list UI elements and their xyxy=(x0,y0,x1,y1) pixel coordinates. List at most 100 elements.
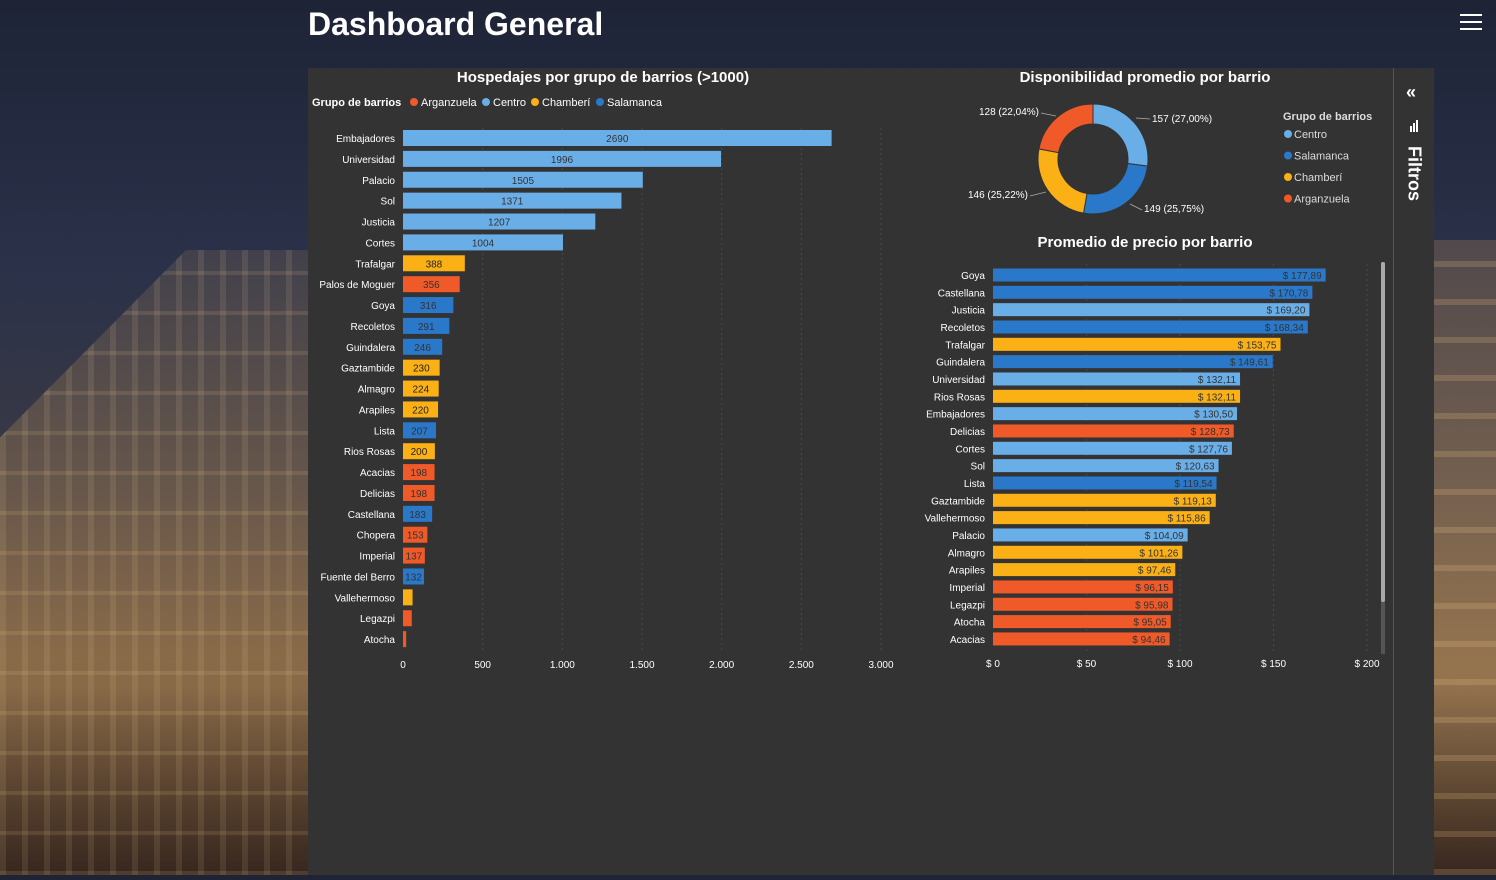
donut-slice[interactable] xyxy=(1092,103,1149,167)
charts-canvas: Hospedajes por grupo de barrios (>1000) … xyxy=(312,69,1385,671)
bar1-bar[interactable] xyxy=(403,631,407,648)
donut-legend-item[interactable]: Centro xyxy=(1294,129,1327,141)
bar1-bar[interactable] xyxy=(403,130,832,146)
bar2-category-label: Arapiles xyxy=(949,566,985,577)
bar1-bar[interactable] xyxy=(403,484,435,501)
bar2-bar[interactable] xyxy=(993,476,1217,490)
bar1-bar[interactable] xyxy=(403,297,454,314)
bar2-bar[interactable] xyxy=(993,528,1188,542)
bar2-category-label: Gaztambide xyxy=(931,496,985,507)
bar2-bar[interactable] xyxy=(993,337,1281,351)
bar2-category-label: Legazpi xyxy=(950,600,985,611)
bar2-bar[interactable] xyxy=(993,389,1241,403)
bar2-bar[interactable] xyxy=(993,632,1170,646)
bar2-bar[interactable] xyxy=(993,285,1313,299)
bar2-bar[interactable] xyxy=(993,563,1176,577)
bar2-category-label: Recoletos xyxy=(941,323,985,334)
donut-title: Disponibilidad promedio por barrio xyxy=(1020,69,1271,86)
bar2-scrollbar-thumb[interactable] xyxy=(1381,262,1385,602)
bar2-bar[interactable] xyxy=(993,597,1173,611)
bar1-category-label: Vallehermoso xyxy=(335,593,396,604)
donut-data-label: 149 (25,75%) xyxy=(1144,204,1204,215)
bar1-bar[interactable] xyxy=(403,255,465,272)
bar2-data-label: $ 101,26 xyxy=(1139,548,1178,559)
bar2-bar[interactable] xyxy=(993,493,1216,507)
bar2-bar[interactable] xyxy=(993,424,1234,438)
collapse-chevron-icon[interactable]: « xyxy=(1406,82,1417,102)
bar2-bar[interactable] xyxy=(993,441,1232,455)
bar1-bar[interactable] xyxy=(403,234,563,251)
bar2-data-label: $ 97,46 xyxy=(1138,566,1172,577)
bar2-bar[interactable] xyxy=(993,320,1308,334)
bar1-bar[interactable] xyxy=(403,171,643,188)
bar1-category-label: Recoletos xyxy=(351,322,395,333)
hamburger-menu-icon[interactable] xyxy=(1460,14,1482,32)
bar2-category-label: Atocha xyxy=(954,618,986,629)
donut-slice[interactable] xyxy=(1038,103,1094,154)
filters-toggle[interactable]: Filtros xyxy=(1404,146,1425,202)
bar1-bar[interactable] xyxy=(403,380,439,397)
bar1-bar[interactable] xyxy=(403,547,425,564)
bar1-grid: 0 500 1.000 1.500 2.000 2.500 3.000 xyxy=(400,128,894,671)
bar2-data-label: $ 132,11 xyxy=(1198,392,1237,403)
bar2-bar[interactable] xyxy=(993,511,1210,525)
bar1-category-label: Sol xyxy=(381,197,395,208)
bar1-bar[interactable] xyxy=(403,443,435,460)
bar1-bar[interactable] xyxy=(403,505,433,522)
bar1-legend-item[interactable]: Centro xyxy=(493,97,526,109)
bar1-category-label: Delicias xyxy=(360,489,395,500)
bar1-bar[interactable] xyxy=(403,526,428,543)
bar2-category-label: Acacias xyxy=(950,635,985,646)
bar2-bar[interactable] xyxy=(993,459,1219,473)
bar1-data-label: 198 xyxy=(410,489,427,500)
bar2-x-tick: $ 100 xyxy=(1167,659,1192,670)
bar1-bar[interactable] xyxy=(403,276,460,293)
bar2-bar[interactable] xyxy=(993,580,1173,594)
bar1-legend-item[interactable]: Salamanca xyxy=(607,97,663,109)
bar1-bar[interactable] xyxy=(403,464,435,481)
bar2-bar[interactable] xyxy=(993,268,1326,282)
bar1-bar[interactable] xyxy=(403,150,722,167)
bar1-bar[interactable] xyxy=(403,401,439,418)
bar1-legend-item[interactable]: Chamberí xyxy=(542,97,590,109)
bar1-category-label: Almagro xyxy=(358,385,396,396)
bar1-legend: Grupo de barrios Arganzuela Centro Chamberí… xyxy=(312,97,663,109)
bar2-category-label: Sol xyxy=(971,462,985,473)
donut-leader-line xyxy=(1029,191,1047,197)
filter-bars-icon xyxy=(1410,120,1418,132)
bar1-bar[interactable] xyxy=(403,589,413,606)
bar1-bar[interactable] xyxy=(403,422,436,439)
bar1-x-tick: 3.000 xyxy=(868,660,893,671)
bar2-bar[interactable] xyxy=(993,372,1241,386)
bar2-bar[interactable] xyxy=(993,407,1238,421)
bar2-bar[interactable] xyxy=(993,545,1183,559)
bar2-bar[interactable] xyxy=(993,355,1273,369)
bar2-bar[interactable] xyxy=(993,303,1310,317)
bar1-bar[interactable] xyxy=(403,568,425,585)
bar2-category-label: Vallehermoso xyxy=(925,514,986,525)
bar1-bar[interactable] xyxy=(403,213,596,230)
donut-slice[interactable] xyxy=(1037,148,1088,214)
bar1-bar[interactable] xyxy=(403,338,443,355)
donut-legend-item[interactable]: Chamberí xyxy=(1294,172,1342,184)
bar1-bar[interactable] xyxy=(403,359,440,376)
bar1-bar[interactable] xyxy=(403,192,622,209)
bar1-category-label: Legazpi xyxy=(360,614,395,625)
donut-leader-line xyxy=(1129,203,1143,211)
donut-legend: Grupo de barrios Centro Salamanca Chamberí A… xyxy=(1283,111,1372,206)
bar2-category-label: Almagro xyxy=(948,548,986,559)
bar1-category-label: Atocha xyxy=(364,635,396,646)
bar1-bar[interactable] xyxy=(403,317,450,334)
donut-legend-item[interactable]: Salamanca xyxy=(1294,151,1350,163)
bar2-data-label: $ 170,78 xyxy=(1269,288,1308,299)
donut-legend-item[interactable]: Arganzuela xyxy=(1294,194,1351,206)
bar1-legend-item[interactable]: Arganzuela xyxy=(421,97,478,109)
bar1-bar[interactable] xyxy=(403,610,412,627)
bar2-bar[interactable] xyxy=(993,615,1171,629)
bar2-title: Promedio de precio por barrio xyxy=(1037,234,1252,251)
bar2-data-label: $ 169,20 xyxy=(1266,306,1305,317)
bar1-category-label: Acacias xyxy=(360,468,395,479)
bar1-category-label: Rios Rosas xyxy=(344,447,395,458)
donut-legend-dot xyxy=(1284,194,1292,203)
donut-slice[interactable] xyxy=(1082,162,1149,215)
